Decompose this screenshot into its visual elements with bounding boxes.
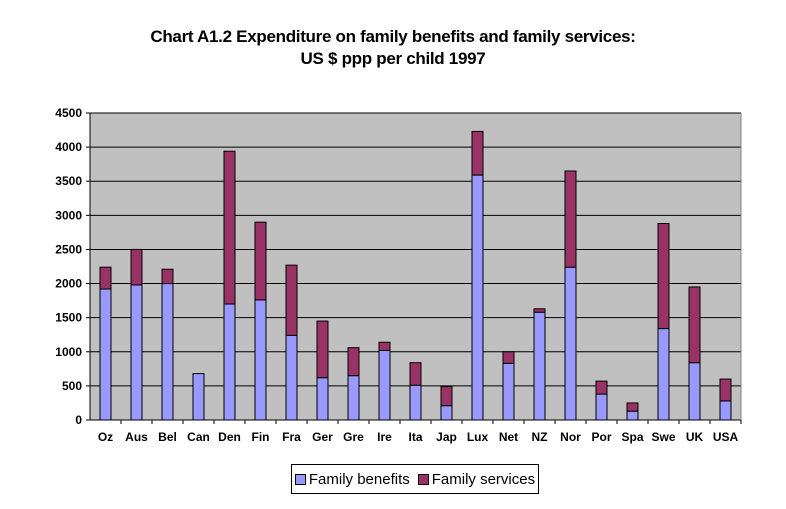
x-tick-label: Fin — [252, 430, 270, 444]
bar-services-oz — [99, 266, 112, 290]
bar-benefits-por — [595, 393, 608, 421]
bar-services-net — [502, 351, 515, 364]
bar-services-usa — [719, 378, 732, 402]
bar-services-gre — [347, 347, 360, 377]
bar-services-uk — [688, 286, 701, 364]
x-tick-label: Ger — [312, 430, 333, 444]
bar-services-fin — [254, 221, 267, 301]
y-tick-label: 4000 — [55, 140, 82, 154]
legend-swatch-services — [417, 473, 429, 485]
bar-benefits-swe — [657, 328, 670, 421]
x-tick-label: Spa — [621, 430, 643, 444]
bar-services-den — [223, 150, 236, 305]
x-tick-label: Gre — [343, 430, 364, 444]
legend-label-services: Family services — [431, 470, 536, 488]
bar-services-swe — [657, 223, 670, 330]
bar-benefits-oz — [99, 288, 112, 421]
bar-services-bel — [161, 268, 174, 285]
x-tick-label: Lux — [467, 430, 489, 444]
bar-benefits-lux — [471, 174, 484, 421]
x-tick-label: Can — [187, 430, 210, 444]
bar-benefits-bel — [161, 283, 174, 421]
x-tick-label: Ita — [408, 430, 422, 444]
bar-benefits-uk — [688, 362, 701, 421]
chart-title: Chart A1.2 Expenditure on family benefit… — [0, 26, 786, 70]
x-tick-label: Por — [591, 430, 611, 444]
x-tick-label: Ire — [377, 430, 392, 444]
bar-benefits-can — [192, 373, 205, 421]
legend-label-benefits: Family benefits — [308, 470, 410, 488]
x-tick-label: Swe — [651, 430, 675, 444]
chart-title-line2: US $ ppp per child 1997 — [300, 49, 486, 68]
y-tick-label: 1500 — [55, 311, 82, 325]
bar-services-lux — [471, 130, 484, 176]
bar-services-por — [595, 380, 608, 395]
x-tick-label: Nor — [560, 430, 581, 444]
bar-benefits-ire — [378, 349, 391, 421]
bar-benefits-nor — [564, 266, 577, 421]
bar-services-ire — [378, 341, 391, 351]
x-tick-label: Aus — [125, 430, 148, 444]
y-tick-label: 2000 — [55, 277, 82, 291]
bar-services-ita — [409, 362, 422, 386]
x-tick-label: UK — [686, 430, 704, 444]
x-tick-label: USA — [713, 430, 739, 444]
x-tick-label: Bel — [158, 430, 177, 444]
bar-services-fra — [285, 264, 298, 336]
bar-services-spa — [626, 402, 639, 412]
bar-benefits-ita — [409, 384, 422, 421]
x-tick-label: Oz — [98, 430, 113, 444]
legend-item-services: Family services — [417, 470, 536, 488]
bar-benefits-ger — [316, 377, 329, 421]
bar-services-nor — [564, 170, 577, 268]
bar-services-nz — [533, 308, 546, 313]
legend-item-benefits: Family benefits — [294, 470, 410, 488]
legend: Family benefits Family services — [291, 464, 539, 494]
x-tick-label: Fra — [282, 430, 301, 444]
x-tick-label: NZ — [532, 430, 548, 444]
legend-swatch-benefits — [294, 473, 306, 485]
x-tick-label: Jap — [436, 430, 457, 444]
chart-title-line1: Chart A1.2 Expenditure on family benefit… — [150, 27, 636, 46]
bar-benefits-spa — [626, 410, 639, 421]
bar-benefits-fra — [285, 334, 298, 421]
bar-benefits-jap — [440, 405, 453, 421]
x-tick-label: Den — [218, 430, 241, 444]
bar-services-aus — [130, 248, 143, 286]
y-tick-label: 3000 — [55, 208, 82, 222]
bar-benefits-gre — [347, 375, 360, 421]
y-tick-label: 3500 — [55, 174, 82, 188]
bar-benefits-fin — [254, 299, 267, 421]
y-tick-label: 1000 — [55, 345, 82, 359]
y-tick-label: 4500 — [55, 106, 82, 120]
y-tick-label: 2500 — [55, 242, 82, 256]
bar-services-jap — [440, 386, 453, 407]
bar-benefits-aus — [130, 284, 143, 421]
bar-benefits-usa — [719, 400, 732, 421]
bar-benefits-den — [223, 303, 236, 421]
bar-benefits-net — [502, 362, 515, 421]
bar-services-ger — [316, 320, 329, 379]
x-tick-label: Net — [499, 430, 518, 444]
bar-benefits-nz — [533, 311, 546, 421]
y-tick-label: 0 — [75, 413, 82, 427]
y-tick-label: 500 — [62, 379, 82, 393]
